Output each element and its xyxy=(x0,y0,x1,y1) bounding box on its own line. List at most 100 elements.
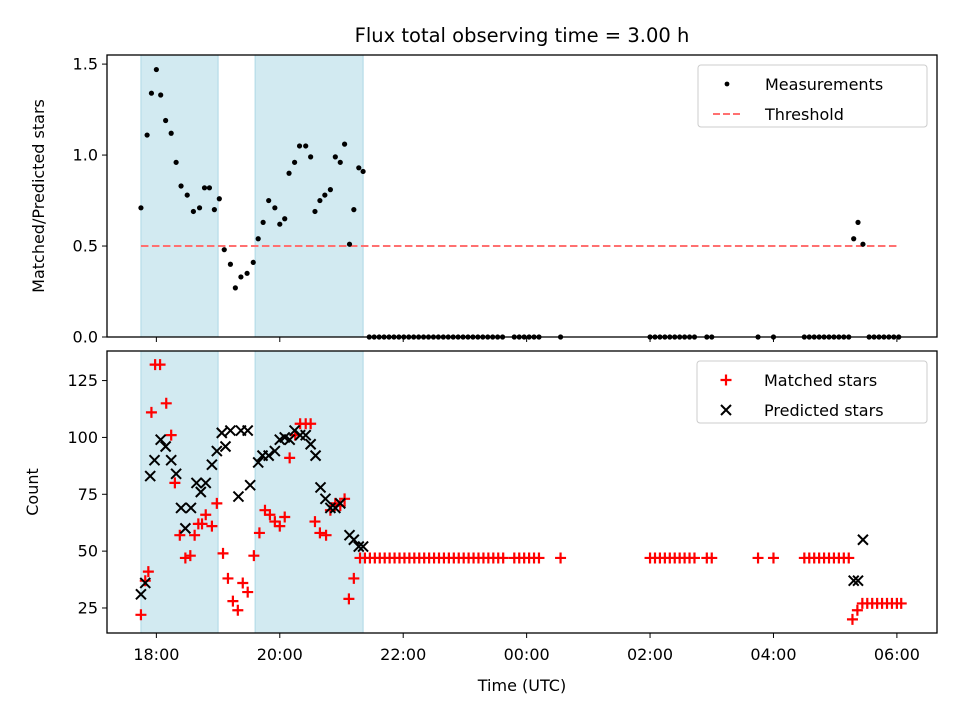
y-tick-label: 0.0 xyxy=(73,328,98,347)
measurements-point xyxy=(341,141,348,147)
measurements-point xyxy=(221,247,227,253)
measurements-point xyxy=(184,192,190,198)
matched-stars-point xyxy=(248,550,260,562)
matched-stars-point xyxy=(706,552,718,564)
shaded-interval xyxy=(140,350,219,634)
predicted-stars-point xyxy=(135,588,147,601)
matched-stars-point xyxy=(227,595,239,607)
matched-stars-point xyxy=(843,552,855,564)
matched-stars-point xyxy=(533,552,545,564)
matched-stars-point xyxy=(160,397,172,409)
count-y-axis-label: Count xyxy=(23,468,42,516)
measurements-point xyxy=(855,219,861,225)
measurements-point xyxy=(173,159,179,165)
matched-stars-point xyxy=(222,572,234,584)
measurements-point xyxy=(332,154,338,160)
measurements-point xyxy=(351,207,357,213)
matched-stars-point xyxy=(305,418,317,430)
measurements-point xyxy=(266,197,272,204)
measurements-point xyxy=(860,241,866,247)
measurements-point xyxy=(356,165,362,171)
predicted-stars-point xyxy=(216,427,228,439)
measurements-point xyxy=(851,236,857,242)
y-tick-label: 50 xyxy=(78,542,98,561)
predicted-stars-point xyxy=(262,449,275,462)
measurements-point xyxy=(337,159,343,165)
measurements-point xyxy=(206,185,213,191)
predicted-stars-point xyxy=(244,479,256,491)
x-tick-label: 18:00 xyxy=(133,645,179,664)
x-tick-label: 22:00 xyxy=(380,645,426,664)
measurements-point xyxy=(260,219,266,225)
matched-stars-point xyxy=(895,597,907,609)
measurements-point xyxy=(308,154,314,160)
predicted-stars-point xyxy=(847,574,860,587)
matched-stars-point xyxy=(688,552,700,564)
ratio-y-axis-label: Matched/Predicted stars xyxy=(29,99,48,293)
predicted-stars-point xyxy=(241,424,254,437)
predicted-stars-point xyxy=(159,440,172,453)
matched-stars-point xyxy=(348,572,360,584)
count-y-ticks: 25 50 75 100 125 xyxy=(67,371,107,617)
matched-stars-point xyxy=(253,527,265,539)
legend-marker-predicted-stars xyxy=(720,404,732,416)
matched-stars-point xyxy=(169,477,181,489)
predicted-stars-point xyxy=(283,433,296,446)
measurements-point xyxy=(322,192,328,198)
y-tick-label: 100 xyxy=(67,428,98,447)
observing-intervals xyxy=(140,54,364,338)
x-tick-label: 02:00 xyxy=(627,645,673,664)
count-axes-frame xyxy=(106,350,938,634)
predicted-stars-point xyxy=(348,534,360,546)
legend-box xyxy=(696,360,928,424)
matched-stars-point xyxy=(343,593,355,605)
measurements-point xyxy=(238,274,244,280)
ratio-axes-frame xyxy=(106,54,938,338)
matched-stars-point xyxy=(314,527,326,539)
y-tick-label: 75 xyxy=(78,485,98,504)
matched-stars-point xyxy=(846,613,858,625)
count-legend: Matched stars Predicted stars xyxy=(696,360,928,424)
measurements-point xyxy=(317,197,323,204)
predicted-stars-point xyxy=(357,540,369,553)
measurements-point xyxy=(163,117,169,124)
legend-label-threshold: Threshold xyxy=(764,105,844,124)
legend-marker-measurements xyxy=(724,81,730,87)
matched-stars-point xyxy=(154,359,166,371)
x-tick-label: 04:00 xyxy=(750,645,796,664)
matched-stars-point xyxy=(309,516,321,528)
predicted-stars-point xyxy=(314,481,327,494)
predicted-stars-point xyxy=(852,574,864,587)
predicted-stars-point xyxy=(232,490,245,503)
predicted-stars-point xyxy=(190,477,203,489)
legend-box xyxy=(697,64,928,128)
measurements-point xyxy=(291,159,298,165)
predicted-stars-point xyxy=(299,429,312,441)
matched-stars-point xyxy=(135,609,147,621)
predicted-stars-point xyxy=(139,577,151,589)
matched-stars-point xyxy=(320,529,332,541)
matched-stars-point xyxy=(142,566,154,578)
measurements-point xyxy=(158,92,164,98)
matched-stars-point xyxy=(200,509,212,521)
observing-intervals xyxy=(140,350,364,634)
predicted-stars-point xyxy=(185,502,197,514)
shaded-interval xyxy=(254,54,364,338)
y-tick-label: 125 xyxy=(67,371,98,390)
matched-stars-point xyxy=(237,577,249,589)
ratio-x-ticks xyxy=(155,337,898,342)
count-panel: 25 50 75 100 125 18:00 20:00 22:00 00:00 02:00 04… xyxy=(23,350,938,695)
predicted-stars-point xyxy=(148,454,161,466)
matched-stars-point xyxy=(165,429,177,441)
chart-title: Flux total observing time = 3.00 h xyxy=(355,24,690,47)
predicted-stars-point xyxy=(175,502,187,514)
measurements-point xyxy=(148,90,155,96)
measurements-point xyxy=(216,196,222,202)
matched-stars-point xyxy=(174,529,186,541)
y-tick-label: 25 xyxy=(78,598,98,617)
predicted-stars-point xyxy=(165,454,177,466)
matched-stars-point xyxy=(217,547,229,559)
predicted-stars-point xyxy=(857,534,869,546)
shaded-interval xyxy=(140,54,219,338)
measurements-point xyxy=(346,241,353,247)
